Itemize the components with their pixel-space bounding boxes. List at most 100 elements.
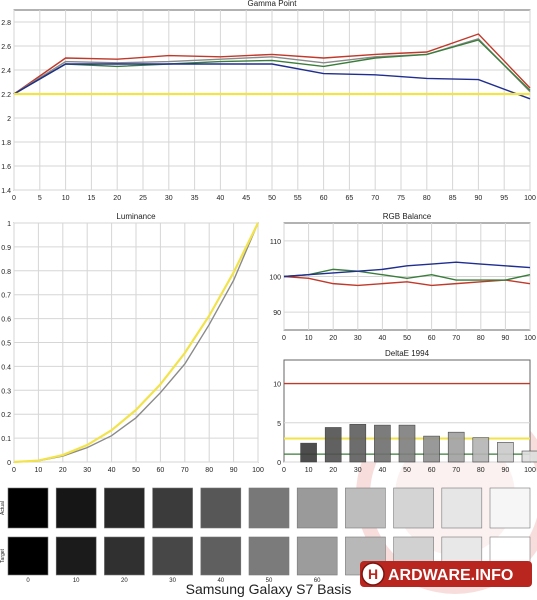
swatch-label: 20 [121,578,128,584]
x-tick-label: 25 [139,195,147,202]
series-line-yellow [13,222,259,464]
x-tick-label: 80 [477,335,485,342]
x-tick-label: 30 [83,467,91,474]
x-tick-label: 35 [191,195,199,202]
x-tick-label: 45 [242,195,250,202]
x-tick-label: 30 [354,467,362,474]
actual-swatch [248,487,290,529]
deltae-bar [374,424,391,463]
x-tick-label: 5 [38,195,42,202]
chart-title: Gamma Point [248,0,298,8]
x-tick-label: 30 [354,335,362,342]
x-tick-label: 70 [452,335,460,342]
deltae-bar [423,435,440,463]
x-tick-label: 100 [252,467,264,474]
gamma-point-chart: 1.4 1.6 1.8 2 2.2 2.4 2.6 2.8 0 5 10 15 20 25 30 35 40 45… [1,0,536,202]
x-tick-label: 20 [329,467,337,474]
x-tick-label: 70 [452,467,460,474]
deltae-bar [497,442,514,463]
deltae-1994-chart: 0 5 10 DeltaE 1994 0 10 20 30 40 50 60 70 80 90 100 [273,349,537,474]
actual-swatch [296,487,338,529]
y-tick-label: 0.8 [1,269,11,276]
chart-title: Luminance [116,212,156,221]
row-label-target: Target [0,548,6,563]
y-tick-label: 1.4 [1,188,11,195]
x-tick-label: 70 [371,195,379,202]
x-tick-label: 55 [294,195,302,202]
x-tick-label: 10 [305,335,313,342]
y-tick-label: 0.5 [1,341,11,348]
swatch-label: 0 [26,578,30,584]
x-tick-label: 20 [59,467,67,474]
y-tick-label: 2.8 [1,20,11,27]
deltae-bar [472,437,490,463]
deltae-bar [521,450,537,463]
y-tick-label: 2 [7,116,11,123]
grayscale-swatches: 0 10 20 30 40 50 60 Actual Target [0,487,531,584]
y-tick-label: 0 [7,460,11,467]
series-line-green [283,268,531,281]
actual-swatch [7,487,49,529]
deltae-bar [447,431,465,463]
y-tick-label: 0.6 [1,317,11,324]
x-tick-label: 30 [165,195,173,202]
deltae-bar [398,424,416,463]
x-tick-label: 50 [403,467,411,474]
x-tick-label: 60 [428,467,436,474]
target-swatch [152,536,193,576]
x-tick-label: 100 [524,467,536,474]
y-tick-label: 2.6 [1,44,11,51]
x-tick-label: 80 [477,467,485,474]
x-tick-label: 40 [379,335,387,342]
x-tick-label: 95 [500,195,508,202]
x-tick-label: 90 [230,467,238,474]
series-line-green [13,39,531,95]
deltae-bar [300,442,317,463]
target-swatch [7,536,49,576]
x-tick-label: 80 [423,195,431,202]
hardware-info-logo: H ARDWARE.INFO [360,561,532,587]
actual-swatch [104,487,145,529]
logo-text: ARDWARE.INFO [388,567,513,584]
actual-swatch [152,487,193,529]
x-tick-label: 40 [217,195,225,202]
y-tick-label: 90 [273,310,281,317]
x-tick-label: 100 [524,335,536,342]
device-caption: Samsung Galaxy S7 Basis [185,581,352,597]
y-tick-label: 0.9 [1,245,11,252]
logo-letter: H [368,566,378,582]
row-label-actual: Actual [0,501,6,515]
actual-swatch [200,487,242,529]
y-tick-label: 1.8 [1,140,11,147]
x-tick-label: 75 [397,195,405,202]
target-swatch [296,536,338,576]
y-tick-label: 1 [7,221,11,228]
x-tick-label: 70 [181,467,189,474]
x-tick-label: 50 [268,195,276,202]
x-tick-label: 0 [282,335,286,342]
y-tick-label: 0.2 [1,412,11,419]
actual-swatch [55,487,97,529]
target-swatch [55,536,97,576]
swatch-label: 60 [314,578,321,584]
x-tick-label: 10 [35,467,43,474]
series-line-blue [13,63,531,100]
x-tick-label: 10 [305,467,313,474]
x-tick-label: 90 [502,335,510,342]
target-swatch [104,536,145,576]
target-swatch [200,536,242,576]
x-tick-label: 40 [379,467,387,474]
x-tick-label: 80 [205,467,213,474]
swatch-label: 50 [266,578,273,584]
luminance-chart: 00.10.20.30.40.50.60.70.80.910 10 20 30 40 50… [1,212,264,474]
x-tick-label: 65 [346,195,354,202]
y-tick-label: 0.7 [1,293,11,300]
x-tick-label: 50 [403,335,411,342]
y-tick-label: 5 [277,421,281,428]
x-tick-label: 60 [157,467,165,474]
deltae-bar [349,424,367,463]
y-tick-label: 0 [277,460,281,467]
x-tick-label: 20 [329,335,337,342]
target-swatch [248,536,290,576]
